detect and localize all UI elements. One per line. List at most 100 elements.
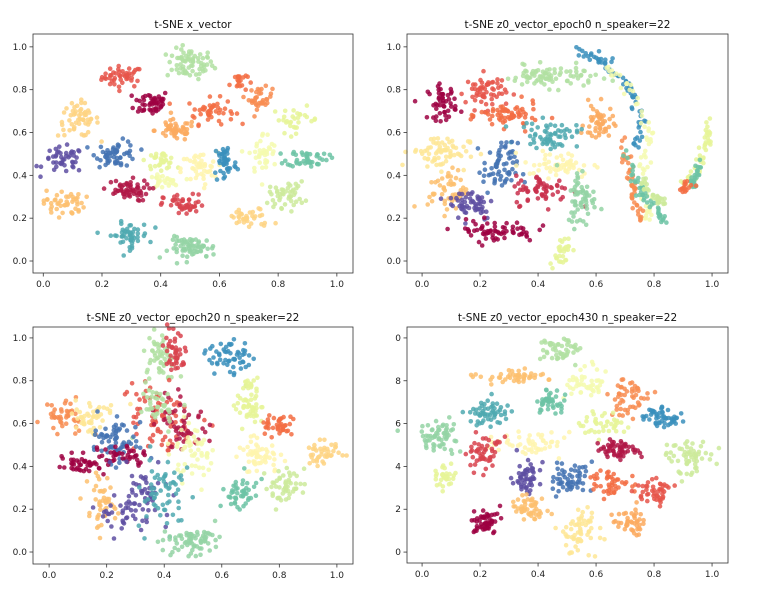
scatter-point: [426, 433, 431, 439]
scatter-point: [141, 348, 147, 354]
scatter-point: [487, 150, 493, 155]
scatter-point: [69, 450, 74, 456]
scatter-point: [70, 211, 75, 216]
scatter-point: [621, 453, 626, 459]
x-tick-label: 1.0: [705, 280, 720, 290]
scatter-point: [524, 120, 529, 126]
scatter-point: [615, 383, 621, 388]
scatter-point: [222, 157, 227, 162]
subplot-x-vector: t-SNE x_vector 0.0 0.2 0.4 0.6 0.8 1.00.00.20…: [13, 19, 354, 290]
scatter-point: [194, 428, 200, 434]
scatter-point: [588, 73, 593, 79]
scatter-point: [156, 366, 162, 371]
scatter-point: [253, 448, 259, 454]
scatter-point: [697, 153, 703, 158]
scatter-point: [422, 155, 428, 161]
scatter-point: [551, 166, 557, 172]
scatter-point: [567, 164, 572, 169]
scatter-point: [60, 423, 65, 429]
scatter-point: [586, 429, 592, 434]
scatter-point: [516, 368, 521, 374]
scatter-point: [609, 68, 615, 73]
scatter-point: [485, 443, 490, 449]
scatter-point: [133, 439, 139, 444]
scatter-point: [490, 463, 495, 468]
scatter-point: [622, 392, 627, 398]
x-tick-label: 0.2: [100, 571, 114, 581]
scatter-point: [129, 487, 135, 493]
scatter-point: [485, 406, 491, 412]
scatter-point: [657, 504, 663, 509]
scatter-point: [197, 107, 202, 113]
scatter-point: [174, 437, 179, 443]
scatter-point: [481, 173, 487, 179]
scatter-point: [72, 111, 78, 116]
scatter-point: [479, 99, 484, 105]
scatter-point: [660, 483, 666, 489]
scatter-point: [519, 509, 525, 515]
scatter-point: [470, 94, 475, 100]
scatter-point: [619, 138, 625, 144]
scatter-point: [630, 205, 635, 211]
scatter-point: [457, 449, 463, 454]
scatter-point: [176, 462, 181, 468]
scatter-point: [447, 415, 452, 420]
scatter-point: [169, 67, 174, 73]
scatter-point: [584, 206, 590, 211]
scatter-point: [312, 442, 317, 448]
scatter-point: [576, 523, 582, 528]
scatter-point: [502, 434, 508, 440]
scatter-point: [122, 232, 127, 237]
scatter-point: [560, 253, 566, 259]
scatter-point: [535, 183, 540, 189]
scatter-point: [442, 475, 448, 481]
scatter-point: [46, 155, 51, 161]
scatter-point: [597, 525, 603, 531]
scatter-point: [625, 407, 631, 413]
x-tick-label: 0.4: [531, 280, 546, 290]
scatter-point: [108, 450, 113, 455]
scatter-point: [698, 444, 704, 449]
scatter-point: [527, 237, 533, 243]
scatter-point: [538, 511, 543, 516]
scatter-point: [457, 152, 462, 157]
scatter-point: [476, 207, 481, 212]
scatter-point: [598, 468, 603, 473]
scatter-point: [563, 135, 568, 141]
scatter-point: [441, 185, 447, 190]
scatter-point: [629, 386, 635, 392]
scatter-point: [235, 393, 241, 399]
scatter-point: [495, 81, 500, 86]
scatter-point: [81, 205, 86, 210]
scatter-point: [133, 516, 138, 522]
scatter-point: [233, 479, 239, 485]
scatter-point: [496, 375, 502, 380]
scatter-point: [553, 253, 558, 258]
scatter-point: [280, 191, 285, 196]
scatter-point: [684, 439, 690, 444]
scatter-point: [174, 67, 179, 72]
scatter-point: [82, 413, 87, 419]
scatter-point: [160, 173, 165, 179]
scatter-point: [658, 500, 663, 505]
scatter-point: [140, 507, 146, 512]
scatter-point: [535, 125, 540, 130]
scatter-point: [453, 103, 458, 109]
scatter-point: [674, 415, 680, 421]
scatter-point: [519, 504, 524, 509]
scatter-point: [195, 457, 200, 462]
scatter-point: [264, 96, 269, 102]
scatter-point: [540, 401, 545, 406]
scatter-point: [239, 149, 245, 154]
scatter-point: [112, 515, 118, 521]
scatter-point: [185, 435, 191, 440]
scatter-point: [204, 238, 209, 243]
scatter-point: [611, 471, 616, 477]
scatter-point: [521, 379, 526, 384]
scatter-point: [435, 102, 440, 108]
scatter-point: [199, 158, 204, 164]
scatter-point: [544, 141, 550, 147]
scatter-point: [231, 356, 236, 362]
scatter-point: [640, 192, 646, 198]
scatter-point: [172, 336, 178, 342]
